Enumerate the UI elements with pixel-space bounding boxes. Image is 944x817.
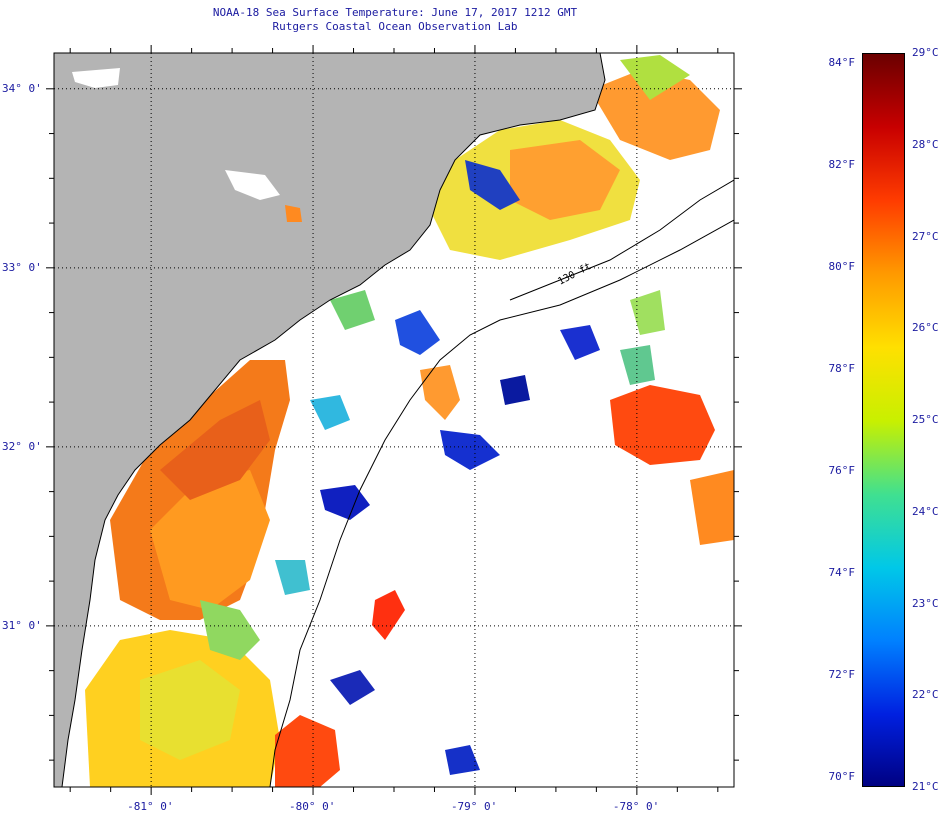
sst-patch-red-mid: [372, 590, 405, 640]
colorbar-fahrenheit-label: 72°F: [828, 667, 856, 681]
sst-patch-green-2: [630, 290, 665, 335]
colorbar-fahrenheit-label: 80°F: [828, 260, 856, 274]
map-title: NOAA-18 Sea Surface Temperature: June 17…: [0, 6, 790, 34]
sst-patch-yellow-south-2: [140, 660, 240, 760]
sst-patch-green-ne: [620, 55, 690, 100]
land-cloud-1: [72, 68, 120, 88]
sst-patch-red-south: [275, 715, 340, 787]
depth-contour-north: [509, 179, 734, 301]
sst-patch-cyan-2: [275, 560, 310, 595]
colorbar-celsius-label: 29°C: [912, 46, 939, 59]
colorbar-fahrenheit-label: 70°F: [828, 769, 856, 783]
colorbar-celsius-label: 28°C: [912, 137, 939, 151]
lat-label: 31° 0': [2, 618, 42, 632]
lon-label: -79° 0': [450, 800, 498, 813]
sst-patch-orange-north: [510, 140, 620, 220]
sst-patch-blue-4: [500, 375, 530, 405]
depth-contour: [269, 219, 734, 787]
sst-patch-orange-inner: [160, 400, 270, 500]
sst-patch-blue-3: [395, 310, 440, 355]
land-sst-spot: [285, 205, 302, 222]
colorbar-celsius-label: 22°C: [912, 688, 939, 702]
sst-patch-green-1: [330, 290, 375, 330]
colorbar-celsius-label: 21°C: [912, 780, 939, 793]
colorbar: [862, 53, 906, 788]
sst-patch-blue-1: [320, 485, 370, 520]
lon-label: -78° 0': [612, 800, 660, 813]
sst-patch-blue-5: [560, 325, 600, 360]
sst-patch-orange-east: [690, 470, 734, 545]
lon-label: -81° 0': [127, 800, 174, 813]
colorbar-fahrenheit-label: 74°F: [828, 565, 856, 579]
sst-patch-blue-7: [330, 670, 375, 705]
title-line-1: NOAA-18 Sea Surface Temperature: June 17…: [212, 6, 578, 19]
colorbar-fahrenheit-label: 76°F: [828, 463, 856, 477]
title-line-2: Rutgers Coastal Ocean Observation Lab: [272, 20, 518, 33]
sst-patch-cyan-1: [310, 395, 350, 430]
land-mass: [54, 53, 605, 787]
coastline: [61, 53, 606, 787]
colorbar-fahrenheit-label: 82°F: [828, 158, 856, 172]
colorbar-celsius-label: 25°C: [912, 413, 939, 426]
colorbar-celsius-label: 24°C: [912, 504, 939, 518]
lat-label: 34° 0': [2, 81, 42, 95]
colorbar-celsius-label: 23°C: [912, 596, 939, 610]
sst-patch-orange-ne: [590, 70, 720, 160]
land-cloud-2: [225, 170, 280, 200]
lon-label: -80° 0': [289, 800, 336, 813]
colorbar-celsius-label: 27°C: [912, 229, 939, 243]
lat-label: 32° 0': [2, 439, 42, 453]
colorbar-fahrenheit-label: 78°F: [828, 362, 856, 376]
lat-label: 33° 0': [2, 260, 42, 274]
sst-patch-red-east: [610, 385, 715, 465]
sst-patch-orange-sc-2: [150, 470, 270, 610]
sst-patch-green-3: [620, 345, 655, 385]
tick-marks: [46, 45, 742, 795]
sst-patch-blue-north: [465, 160, 520, 210]
sst-patch-green-south: [200, 600, 260, 660]
colorbar-celsius-label: 26°C: [912, 321, 939, 335]
sst-patch-orange-mid: [420, 365, 460, 420]
sst-patch-blue-2: [440, 430, 500, 470]
map-area: [54, 53, 734, 787]
colorbar-fahrenheit-label: 84°F: [828, 56, 856, 70]
sst-field: [85, 55, 734, 787]
graticule: [54, 53, 734, 787]
sst-patch-blue-6: [445, 745, 480, 775]
